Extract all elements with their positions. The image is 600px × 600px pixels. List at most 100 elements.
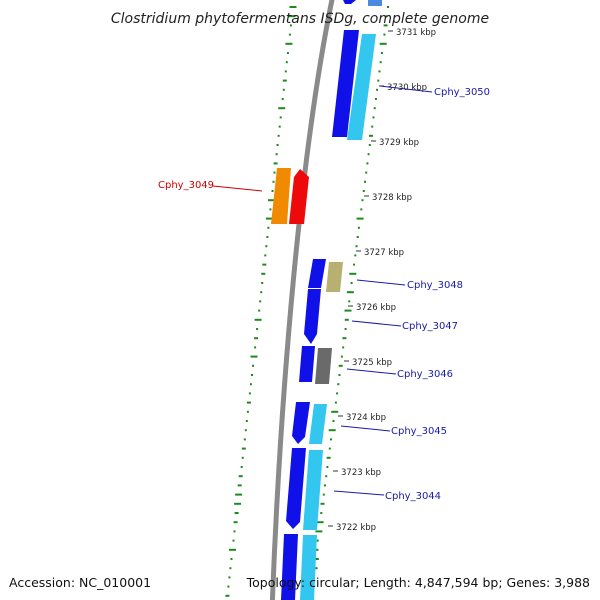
- gc-dot: [258, 309, 261, 312]
- rna-block-3050[interactable]: [347, 34, 376, 140]
- gc-dot: [241, 456, 244, 459]
- gc-dot: [225, 594, 230, 597]
- gc-dot: [379, 61, 382, 64]
- cds-arrow-3049a[interactable]: [271, 168, 291, 224]
- gc-dot: [265, 217, 273, 220]
- gc-dot: [254, 346, 257, 349]
- gc-dot: [315, 530, 323, 533]
- gc-dot: [241, 447, 246, 450]
- gc-dot: [324, 484, 326, 487]
- gc-dot: [230, 558, 233, 560]
- gc-dot: [331, 410, 339, 413]
- rna-block-3045[interactable]: [309, 404, 327, 444]
- gc-dot: [355, 245, 358, 248]
- gene-label-cphy-3050[interactable]: Cphy_3050: [434, 87, 490, 98]
- gc-dot: [229, 548, 236, 551]
- cds-arrow-3046[interactable]: [299, 346, 315, 382]
- gc-dot: [285, 61, 288, 64]
- gc-dot: [233, 530, 236, 533]
- gc-dot: [278, 107, 286, 110]
- gc-dot: [356, 236, 359, 238]
- gc-dot: [277, 134, 280, 137]
- gc-dot: [342, 337, 347, 340]
- gc-dot: [357, 226, 360, 229]
- gene-label-cphy-3045[interactable]: Cphy_3045: [391, 426, 447, 437]
- gc-dot: [372, 116, 375, 119]
- cds-arrow-3045[interactable]: [292, 402, 310, 444]
- gc-dot: [328, 429, 336, 432]
- gc-dot: [228, 576, 231, 579]
- cds-arrow-3044[interactable]: [286, 448, 306, 529]
- gc-dot: [240, 466, 243, 468]
- gc-dot: [330, 438, 332, 441]
- cds-arrow-3047[interactable]: [304, 289, 321, 344]
- gc-dot: [289, 24, 292, 27]
- gene-label-cphy-3048[interactable]: Cphy_3048: [407, 280, 463, 291]
- cds-arrow-3043[interactable]: [281, 534, 298, 600]
- gc-dot: [265, 245, 268, 248]
- gc-dot: [368, 144, 371, 146]
- gc-dot: [288, 33, 291, 36]
- gene-label-cphy-3047[interactable]: Cphy_3047: [402, 321, 458, 332]
- gc-dot: [229, 567, 232, 570]
- gc-dot: [233, 521, 238, 524]
- gc-dot: [314, 548, 319, 551]
- cds-arrow-3050[interactable]: [332, 30, 359, 137]
- gc-dot: [340, 355, 343, 358]
- label-leader: [340, 425, 391, 432]
- gc-dot: [387, 6, 389, 8]
- gene-label-cphy-3049[interactable]: Cphy_3049: [158, 180, 214, 191]
- gene-labels: Cphy_3050 Cphy_3049 Cphy_3048 Cphy_3047 …: [158, 85, 490, 502]
- cds-arrow-3048[interactable]: [308, 259, 326, 288]
- gc-dot: [316, 521, 324, 524]
- gc-dot: [385, 15, 388, 18]
- gc-dot: [344, 309, 352, 312]
- gc-dot: [234, 502, 242, 505]
- gc-dot: [289, 6, 297, 8]
- gc-dot: [362, 190, 365, 192]
- gene-label-cphy-3046[interactable]: Cphy_3046: [397, 369, 453, 380]
- gc-dot: [369, 134, 373, 137]
- gc-dot: [336, 392, 339, 395]
- gc-dot: [376, 88, 379, 91]
- gc-dot: [354, 254, 357, 257]
- gc-dot: [282, 79, 287, 82]
- gc-dot: [251, 374, 253, 376]
- gc-dot: [342, 346, 345, 349]
- gc-dot: [246, 410, 249, 413]
- gc-dot: [268, 199, 275, 202]
- gc-dot: [380, 52, 383, 54]
- gc-dot: [279, 116, 282, 119]
- gene-label-cphy-3044[interactable]: Cphy_3044: [385, 491, 441, 502]
- tick-label: 3728 kbp: [372, 193, 412, 203]
- gc-dot: [260, 291, 263, 294]
- gc-dot: [252, 364, 254, 367]
- cds-arrow-3051[interactable]: [343, 0, 356, 4]
- scale-ticks: 3731 kbp 3730 kbp 3729 kbp 3728 kbp 3727…: [328, 28, 436, 533]
- gc-dot: [245, 420, 248, 422]
- tick-label: 3722 kbp: [336, 523, 376, 533]
- gc-dot: [360, 208, 363, 211]
- gc-dot: [346, 291, 354, 294]
- gc-dot: [349, 272, 357, 275]
- gc-dot: [273, 162, 278, 165]
- rna-block-3044[interactable]: [303, 450, 323, 530]
- gc-dot: [338, 374, 341, 376]
- label-leader: [346, 368, 397, 375]
- gc-dot: [264, 254, 267, 257]
- gc-dot: [281, 98, 284, 100]
- gc-dot: [364, 180, 366, 183]
- gc-dot: [243, 438, 246, 441]
- rna-block-3043[interactable]: [300, 535, 317, 600]
- cds-arrow-3049b[interactable]: [289, 169, 309, 224]
- grey-block-3046[interactable]: [315, 348, 332, 384]
- gc-dot: [371, 125, 374, 128]
- gc-dot: [322, 493, 325, 496]
- gc-dot: [238, 475, 243, 478]
- gc-dot: [278, 125, 281, 128]
- tick-label: 3731 kbp: [396, 28, 436, 38]
- label-leader: [351, 320, 402, 327]
- gc-dot: [320, 502, 325, 505]
- khaki-block-3048[interactable]: [326, 262, 343, 292]
